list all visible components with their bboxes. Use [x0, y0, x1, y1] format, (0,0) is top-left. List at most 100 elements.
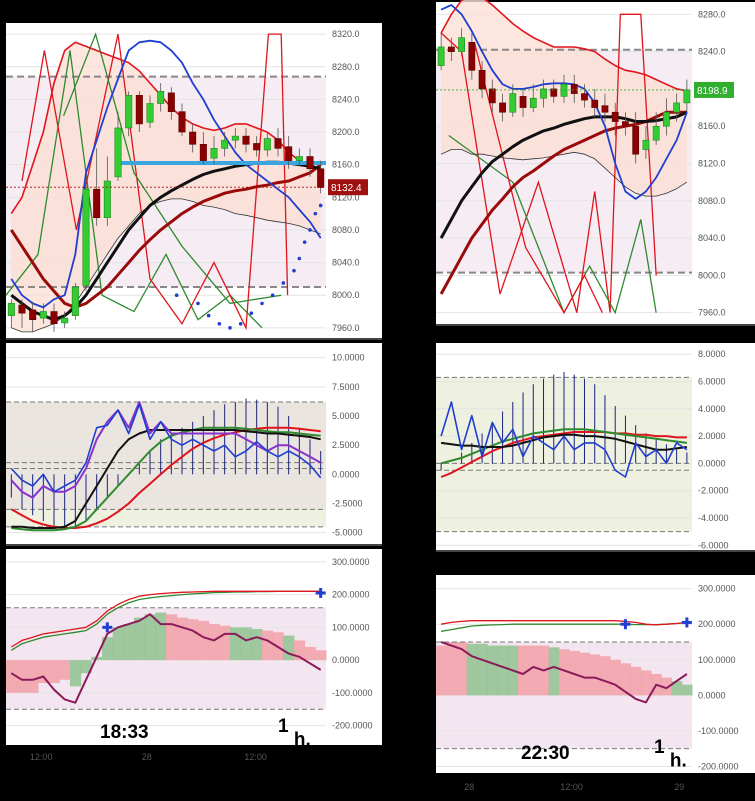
candle-body	[437, 46, 445, 66]
price-tick-label: 8040.0	[698, 233, 726, 243]
osc2-area-bar	[487, 645, 498, 696]
osc2-area-bar	[112, 627, 124, 661]
price-zigzag-line	[21, 33, 289, 331]
sar-dot	[308, 228, 312, 232]
osc2-cross-marker	[681, 617, 692, 628]
left-time-caption: 18:33	[100, 722, 149, 743]
price-tick-label: 8000.0	[332, 290, 360, 300]
osc2-area-bar	[294, 640, 306, 661]
candle-body	[529, 97, 537, 108]
price-tick-label: 8080.0	[698, 196, 726, 206]
osc2-area-bar	[610, 659, 621, 696]
right-chart: 8280.08240.08200.08160.08120.08080.08040…	[436, 0, 755, 801]
candle-body	[157, 90, 165, 104]
candle-body	[146, 103, 154, 123]
osc2-area-bar	[38, 660, 50, 684]
candle-body	[581, 93, 588, 101]
osc2-area-bar	[476, 643, 488, 696]
sar-dot	[174, 293, 179, 298]
osc2-area-bar	[219, 625, 231, 661]
candle-body	[632, 125, 640, 155]
osc1-tick-label: -6.0000	[698, 540, 729, 550]
osc2-area-bar	[304, 647, 316, 661]
right-timeframe-unit: h.	[669, 750, 687, 772]
price-band-top-line	[10, 41, 321, 215]
osc2-area-bar	[27, 660, 39, 693]
candle-body	[199, 143, 207, 161]
osc2-main-line	[10, 613, 322, 704]
osc2-area-bar	[497, 645, 509, 696]
osc2-area-bar	[208, 624, 220, 661]
candle-body	[673, 102, 681, 113]
osc2-area-bar	[251, 628, 263, 661]
candle-body	[447, 46, 455, 52]
sar-dot	[196, 301, 200, 306]
osc1-tick-label: -5.0000	[332, 528, 363, 538]
osc2-area-bar	[630, 666, 642, 696]
osc1-tick-label: -2.0000	[698, 486, 729, 496]
osc2-tick-label: -200.0000	[698, 761, 739, 771]
candle-body	[231, 135, 239, 141]
osc2-tick-label: 100.0000	[332, 622, 370, 632]
sar-dot	[318, 203, 323, 208]
price-tick-label: 8200.0	[332, 127, 360, 137]
osc1-tick-label: 4.0000	[698, 404, 726, 414]
osc2-area-bar	[528, 645, 539, 696]
osc2-cross-marker	[102, 622, 113, 633]
candle-body	[210, 148, 218, 159]
osc2-area-bar	[579, 652, 591, 696]
osc2-area-bar	[283, 635, 295, 661]
osc2-area-bar	[123, 624, 135, 661]
price-zigzag-line	[473, 42, 603, 314]
osc2-area-bar	[166, 614, 178, 661]
candle-body	[274, 138, 282, 149]
candle-body	[295, 156, 303, 161]
x-tick-label: 12:00	[30, 752, 53, 762]
price-blue-line	[10, 39, 322, 309]
osc2-tick-label: 100.0000	[698, 655, 736, 665]
osc1-tick-label: 5.0000	[332, 411, 360, 421]
osc2-tick-label: -100.0000	[332, 688, 373, 698]
candle-body	[189, 131, 197, 145]
x-tick-label: 28	[464, 782, 474, 792]
left-timeframe-num: 1	[278, 716, 289, 737]
osc2-area-bar	[456, 642, 468, 696]
osc2-area-bar	[558, 649, 570, 696]
sar-dot	[260, 301, 264, 306]
osc1-tick-label: 0.0000	[332, 469, 360, 479]
x-tick-label: 12:00	[244, 752, 267, 762]
osc2-area-bar	[640, 670, 652, 696]
osc2-area-bar	[262, 630, 274, 661]
price-zigzag-line	[448, 135, 657, 315]
candle-body	[509, 93, 517, 113]
osc2-red-upper-line	[10, 590, 321, 648]
osc1-blue-line	[440, 401, 688, 478]
candle-body	[93, 188, 101, 219]
sar-dot	[292, 268, 296, 273]
candle-body	[570, 83, 578, 94]
candle-body	[103, 180, 111, 219]
candle-body	[114, 127, 122, 178]
osc1-tick-label: 0.0000	[698, 458, 726, 468]
candle-body	[611, 111, 619, 122]
osc2-area-bar	[436, 645, 447, 696]
x-tick-label: 28	[142, 752, 152, 762]
osc1-purple-line	[10, 401, 322, 499]
osc1-tick-label: -4.0000	[698, 513, 729, 523]
candle-body	[478, 69, 486, 90]
candle-body	[663, 111, 670, 127]
candle-body	[306, 156, 314, 170]
sar-dot	[313, 211, 318, 216]
candle-body	[178, 111, 186, 133]
osc2-area-bar	[59, 660, 71, 680]
osc2-area-bar	[176, 617, 188, 661]
x-tick-label: 29	[674, 782, 684, 792]
price-tick-label: 8280.0	[332, 62, 360, 72]
candle-body	[39, 311, 47, 319]
candle-body	[601, 105, 609, 113]
candle-body	[519, 96, 527, 108]
candle-body	[135, 95, 143, 125]
osc1-tick-label: 8.0000	[698, 349, 726, 359]
osc2-area-bar	[466, 643, 478, 696]
current-price-badge	[694, 81, 734, 98]
